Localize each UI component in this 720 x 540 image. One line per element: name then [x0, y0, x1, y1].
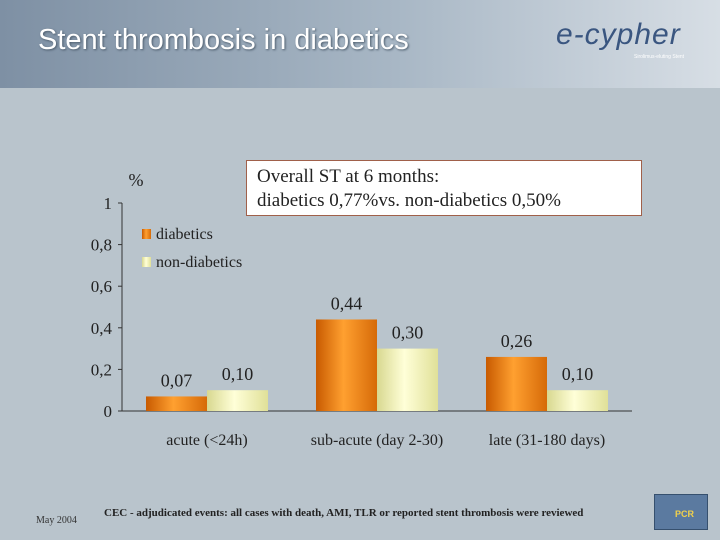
x-tick-label: acute (<24h): [166, 432, 247, 449]
data-label: 0,44: [331, 293, 363, 313]
slide-title: Stent thrombosis in diabetics: [38, 24, 409, 56]
y-tick-label: 1: [104, 194, 113, 213]
data-label: 0,10: [222, 364, 254, 384]
legend-swatch-diabetics: [142, 229, 151, 239]
y-tick-label: 0,4: [91, 319, 113, 338]
bar-diabetics: [316, 319, 377, 411]
note-line-2: diabetics 0,77%vs. non-diabetics 0,50%: [257, 190, 561, 211]
data-label: 0,10: [562, 364, 594, 384]
chart-labels: 0 0,2 0,4 0,6 0,8 1% 0,07 0,10 acute (<24h) 0,44 0…: [91, 170, 605, 449]
y-tick-label: 0,6: [91, 277, 112, 296]
chart-legend: diabetics non-diabetics: [142, 226, 242, 271]
pcr-logo: PCR: [654, 494, 708, 530]
y-tick-label: 0: [104, 402, 113, 421]
footer-note: CEC - adjudicated events: all cases with…: [104, 507, 584, 519]
data-label: 0,30: [392, 323, 424, 343]
cypher-logo: e-cypher Sirolimus-eluting Stent: [548, 16, 718, 66]
legend-swatch-non-diabetics: [142, 257, 151, 267]
pcr-logo-text: PCR: [675, 509, 695, 519]
y-tick-label: 0,8: [91, 236, 112, 255]
legend-label: diabetics: [156, 226, 213, 243]
bar-non-diabetics: [207, 390, 268, 411]
bar-diabetics: [146, 396, 207, 411]
x-tick-label: sub-acute (day 2-30): [311, 432, 443, 449]
x-tick-label: late (31-180 days): [489, 432, 605, 449]
title-bar: Stent thrombosis in diabetics e-cypher S…: [0, 0, 720, 88]
chart-bars: [146, 319, 608, 411]
data-label: 0,07: [161, 370, 193, 390]
footer-date: May 2004: [36, 515, 77, 526]
logo-text: e-cypher: [556, 18, 681, 51]
bar-non-diabetics: [377, 348, 438, 411]
data-label: 0,26: [501, 331, 533, 351]
bar-diabetics: [486, 356, 547, 411]
logo-tagline: Sirolimus-eluting Stent: [634, 54, 685, 60]
y-tick-label: 0,2: [91, 360, 112, 379]
y-axis-label: %: [129, 170, 144, 190]
overall-st-note: Overall ST at 6 months: diabetics 0,77%v…: [246, 160, 642, 216]
note-line-1: Overall ST at 6 months:: [257, 166, 440, 187]
bar-non-diabetics: [547, 390, 608, 411]
legend-label: non-diabetics: [156, 254, 242, 271]
